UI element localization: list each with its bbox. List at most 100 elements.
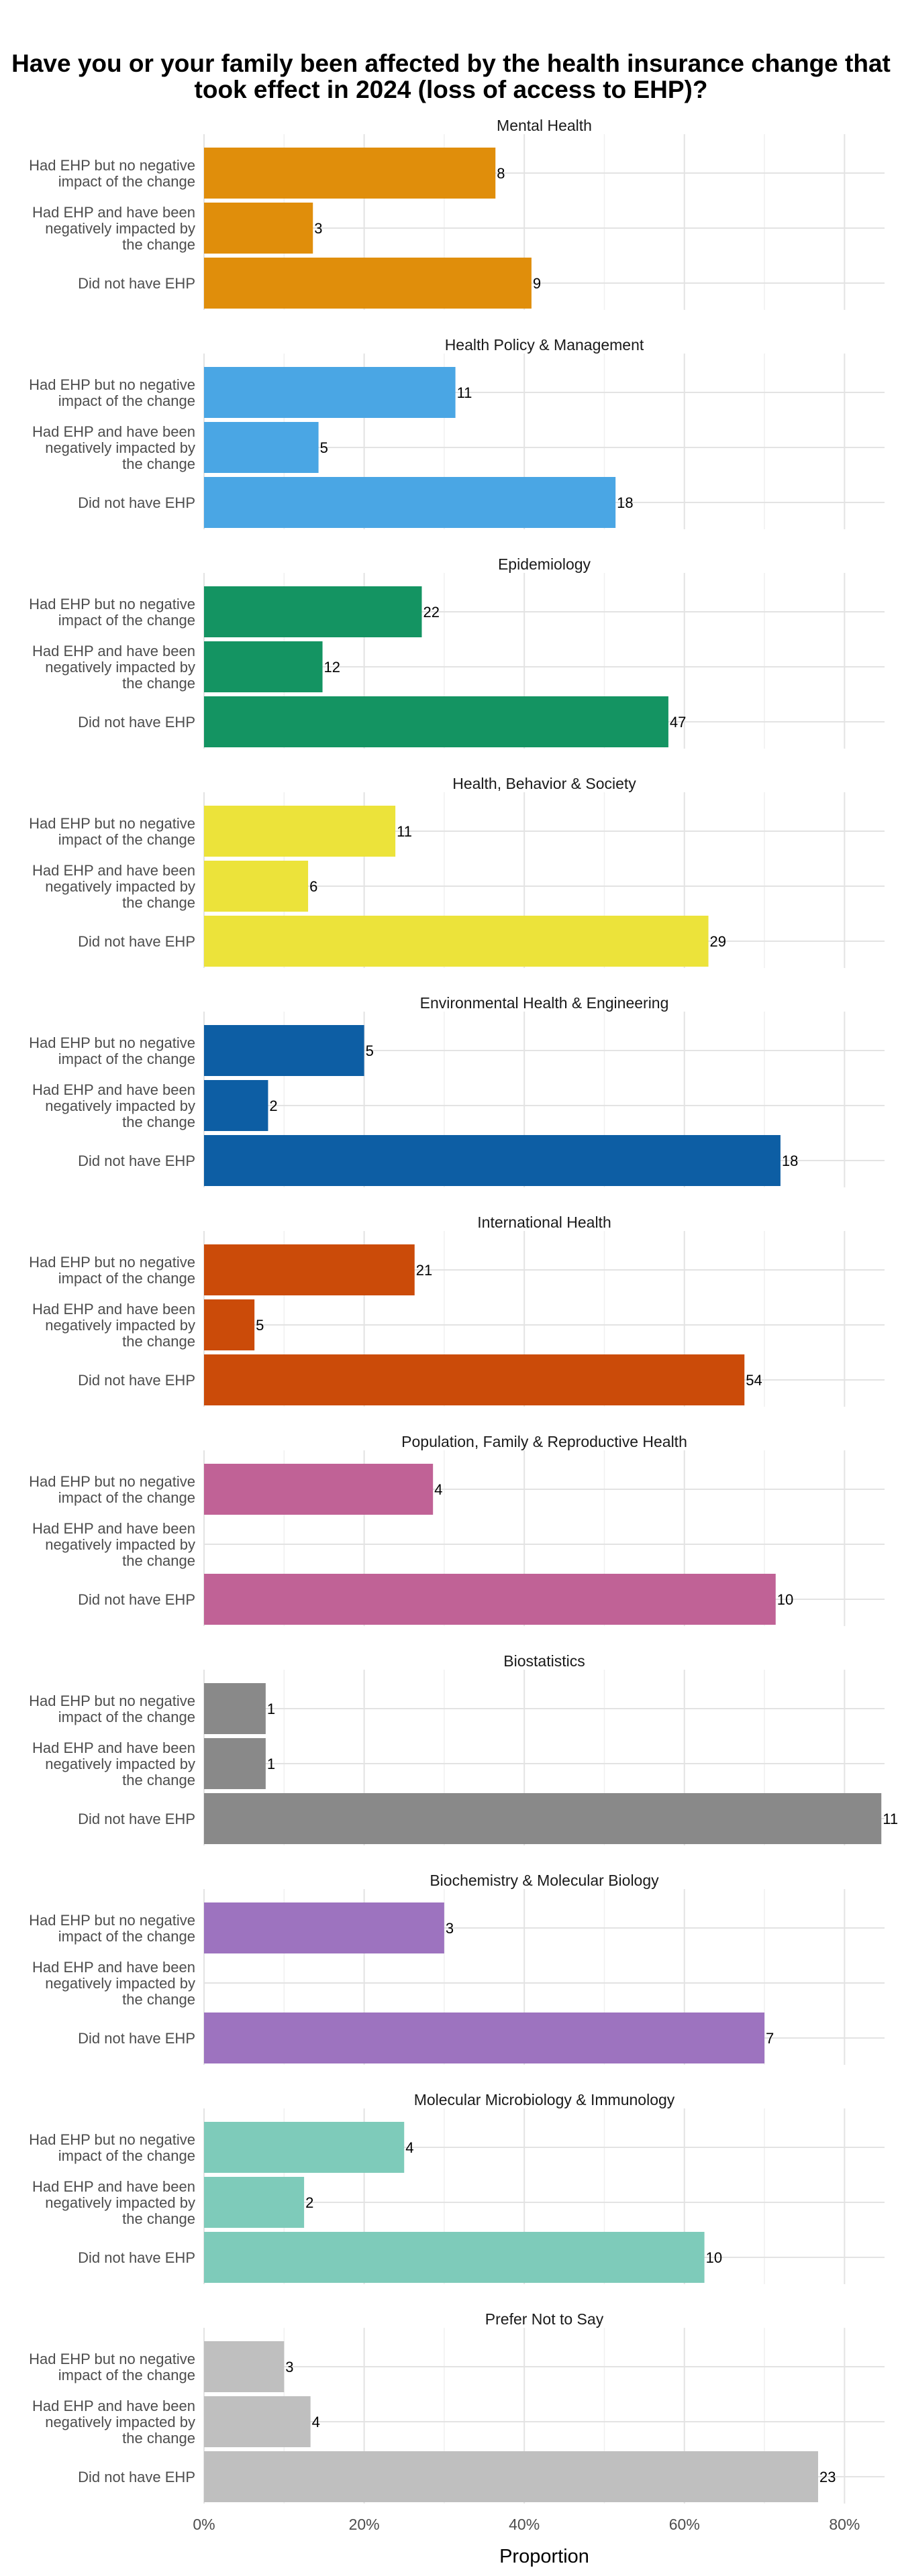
- category-label: Had EHP but no negative impact of the cha…: [29, 815, 195, 848]
- bar: [204, 1135, 781, 1186]
- bar: [204, 1902, 444, 1953]
- bar: [204, 2396, 311, 2447]
- bar: [204, 861, 309, 912]
- bar-value-label: 29: [710, 933, 726, 950]
- panel-title: Molecular Microbiology & Immunology: [414, 2091, 675, 2108]
- category-label: Did not have EHP: [78, 2469, 195, 2485]
- bar-value-label: 2: [305, 2194, 313, 2211]
- x-tick-label: 20%: [349, 2516, 380, 2533]
- panel: Molecular Microbiology & Immunology 4 Had …: [29, 2091, 885, 2284]
- bar: [204, 1464, 434, 1515]
- bar: [204, 148, 496, 199]
- category-label: Did not have EHP: [78, 1591, 195, 1608]
- bar-value-label: 3: [285, 2359, 293, 2375]
- panel-title: Prefer Not to Say: [485, 2310, 604, 2328]
- category-label: Did not have EHP: [78, 1152, 195, 1169]
- bar: [204, 2451, 818, 2502]
- category-label: Did not have EHP: [78, 1811, 195, 1827]
- bar-value-label: 9: [533, 275, 541, 292]
- panel: Prefer Not to Say 3 Had EHP but no negativ…: [29, 2310, 885, 2504]
- bar: [204, 477, 616, 528]
- category-label: Had EHP and have been negatively impacted…: [32, 2178, 195, 2227]
- category-label: Did not have EHP: [78, 714, 195, 731]
- chart-title-line-2: took effect in 2024 (loss of access to E…: [195, 76, 708, 103]
- bar: [204, 586, 422, 637]
- bar: [204, 696, 668, 747]
- x-axis-title: Proportion: [499, 2546, 589, 2567]
- panel: Health, Behavior & Society 11 Had EHP but …: [29, 775, 885, 968]
- bar-value-label: 10: [706, 2249, 722, 2266]
- bar: [204, 2177, 305, 2228]
- bar-value-label: 5: [366, 1042, 374, 1059]
- bar: [204, 422, 319, 473]
- bar: [204, 2341, 285, 2392]
- panel-title: Health, Behavior & Society: [452, 775, 636, 792]
- bar-value-label: 18: [782, 1152, 798, 1169]
- x-tick-label: 80%: [829, 2516, 860, 2533]
- category-label: Did not have EHP: [78, 933, 195, 950]
- category-label: Had EHP but no negative impact of the cha…: [29, 1912, 195, 1945]
- x-tick-label: 0%: [193, 2516, 215, 2533]
- panel-title: International Health: [477, 1214, 611, 1231]
- panel-title: Environmental Health & Engineering: [420, 994, 669, 1012]
- panel-title: Health Policy & Management: [445, 336, 644, 354]
- bar-value-label: 3: [314, 220, 322, 237]
- bar-value-label: 1: [267, 1701, 275, 1717]
- bar: [204, 1025, 364, 1076]
- category-label: Had EHP but no negative impact of the cha…: [29, 1254, 195, 1287]
- panel-title: Biostatistics: [503, 1652, 585, 1670]
- category-label: Did not have EHP: [78, 2249, 195, 2266]
- category-label: Had EHP but no negative impact of the cha…: [29, 1034, 195, 1067]
- category-label: Had EHP but no negative impact of the cha…: [29, 1693, 195, 1725]
- category-label: Had EHP and have been negatively impacted…: [32, 1739, 195, 1788]
- bar: [204, 916, 709, 967]
- bar: [204, 1793, 882, 1844]
- bar-value-label: 10: [777, 1591, 793, 1608]
- bar: [204, 1574, 776, 1625]
- panel: International Health 21 Had EHP but no neg…: [29, 1214, 885, 1407]
- bar-value-label: 21: [416, 1262, 432, 1279]
- panel-title: Biochemistry & Molecular Biology: [430, 1872, 659, 1889]
- panel-title: Population, Family & Reproductive Health: [401, 1433, 687, 1450]
- bar-value-label: 1: [267, 1756, 275, 1772]
- category-label: Did not have EHP: [78, 1372, 195, 1389]
- bar: [204, 1244, 415, 1295]
- category-label: Had EHP and have been negatively impacted…: [32, 1081, 195, 1130]
- category-label: Did not have EHP: [78, 275, 195, 292]
- category-label: Had EHP and have been negatively impacted…: [32, 643, 195, 692]
- category-label: Had EHP and have been negatively impacted…: [32, 1520, 195, 1569]
- bar-value-label: 23: [819, 2469, 836, 2485]
- bar: [204, 2122, 405, 2173]
- bar: [204, 641, 323, 692]
- bar-value-label: 4: [405, 2139, 413, 2156]
- category-label: Had EHP but no negative impact of the cha…: [29, 596, 195, 629]
- category-label: Did not have EHP: [78, 494, 195, 511]
- category-label: Had EHP and have been negatively impacted…: [32, 2398, 195, 2447]
- bar-value-label: 8: [497, 165, 505, 182]
- bar-value-label: 18: [617, 494, 633, 511]
- category-label: Had EHP and have been negatively impacted…: [32, 423, 195, 472]
- category-label: Had EHP and have been negatively impacted…: [32, 1959, 195, 2008]
- x-tick-label: 40%: [509, 2516, 540, 2533]
- panel-title: Mental Health: [497, 117, 592, 134]
- category-label: Had EHP but no negative impact of the cha…: [29, 2351, 195, 2383]
- bar-value-label: 4: [434, 1481, 442, 1498]
- bar-value-label: 7: [766, 2030, 774, 2047]
- category-label: Had EHP but no negative impact of the cha…: [29, 157, 195, 190]
- panel: Environmental Health & Engineering 5 Had E…: [29, 994, 885, 1187]
- bar-value-label: 5: [256, 1317, 264, 1334]
- category-label: Had EHP and have been negatively impacted…: [32, 862, 195, 911]
- bar-value-label: 5: [320, 439, 328, 456]
- bar: [204, 203, 313, 254]
- bar-value-label: 11: [397, 823, 412, 840]
- bar: [204, 1738, 266, 1789]
- bar-value-label: 11: [457, 384, 472, 401]
- bar: [204, 1080, 268, 1131]
- bar-value-label: 3: [446, 1920, 454, 1937]
- panel: Biostatistics 1 Had EHP but no negative imp…: [29, 1652, 898, 1845]
- x-axis: 0% 20% 40% 60% 80%: [193, 2516, 860, 2533]
- bar: [204, 1683, 266, 1734]
- category-label: Had EHP but no negative impact of the cha…: [29, 1473, 195, 1506]
- x-tick-label: 60%: [669, 2516, 700, 2533]
- chart-panels: Mental Health 8 Had EHP but no negative imp…: [29, 117, 898, 2504]
